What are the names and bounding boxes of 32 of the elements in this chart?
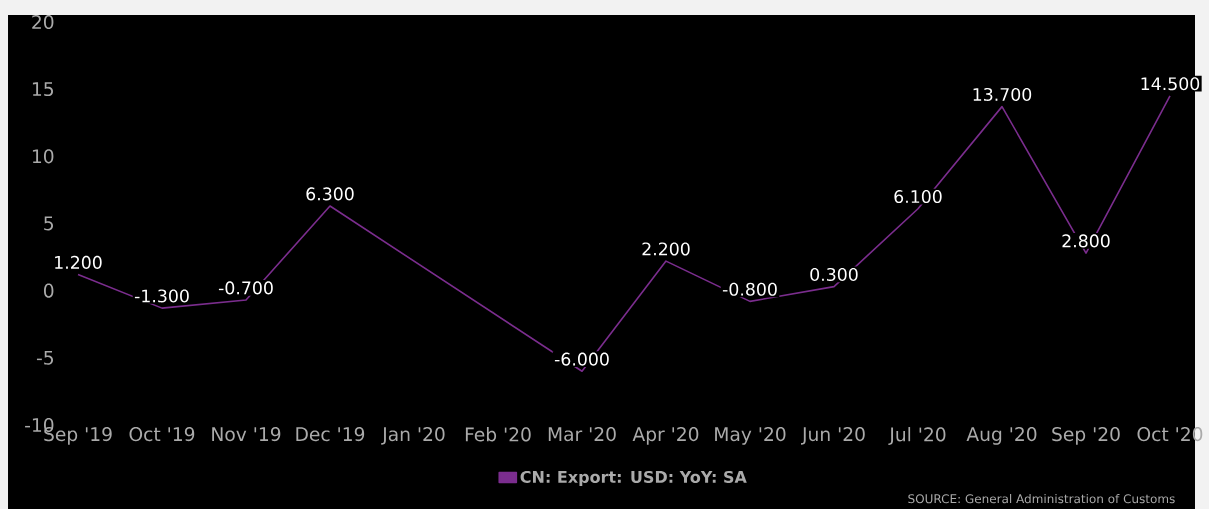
y-tick-label: -5 [36,350,54,365]
x-tick-label: Nov '19 [212,427,281,442]
x-tick-label: Oct '19 [129,427,195,442]
data-label: 6.300 [306,187,354,201]
data-label: -1.300 [134,289,189,303]
x-tick-label: Jul '20 [888,427,946,445]
data-label: -0.700 [218,281,273,295]
data-label: -0.800 [722,282,777,296]
data-label: 1.200 [55,255,102,269]
y-tick-label: 0 [43,283,54,298]
x-tick-label: Apr '20 [632,427,699,445]
x-tick-label: Mar '20 [548,427,616,442]
x-tick-label: Feb '20 [465,427,531,442]
x-tick-label: Jun '20 [801,427,865,445]
data-label: 2.800 [1062,234,1110,248]
data-label: -6.000 [554,352,609,366]
data-label: 6.100 [894,190,942,204]
source-note: SOURCE: General Administration of Customs [908,493,1175,504]
x-tick-label: Dec '19 [296,427,365,442]
y-tick-label: 5 [44,216,54,231]
data-label: 2.200 [642,242,690,256]
data-label: 13.700 [973,87,1032,102]
data-label: 14.500 [1141,77,1200,91]
x-tick-label: Jan '20 [381,427,445,445]
x-tick-label: Sep '20 [1052,427,1120,445]
legend-label: CN: Export: USD: YoY: SA [520,470,747,487]
x-tick-label: May '20 [715,427,786,445]
data-label: 0.300 [810,267,858,282]
y-tick-label: 20 [32,14,54,30]
x-tick-label: Aug '20 [966,427,1037,445]
y-tick-label: 10 [32,149,54,164]
y-tick-label: 15 [32,82,53,97]
